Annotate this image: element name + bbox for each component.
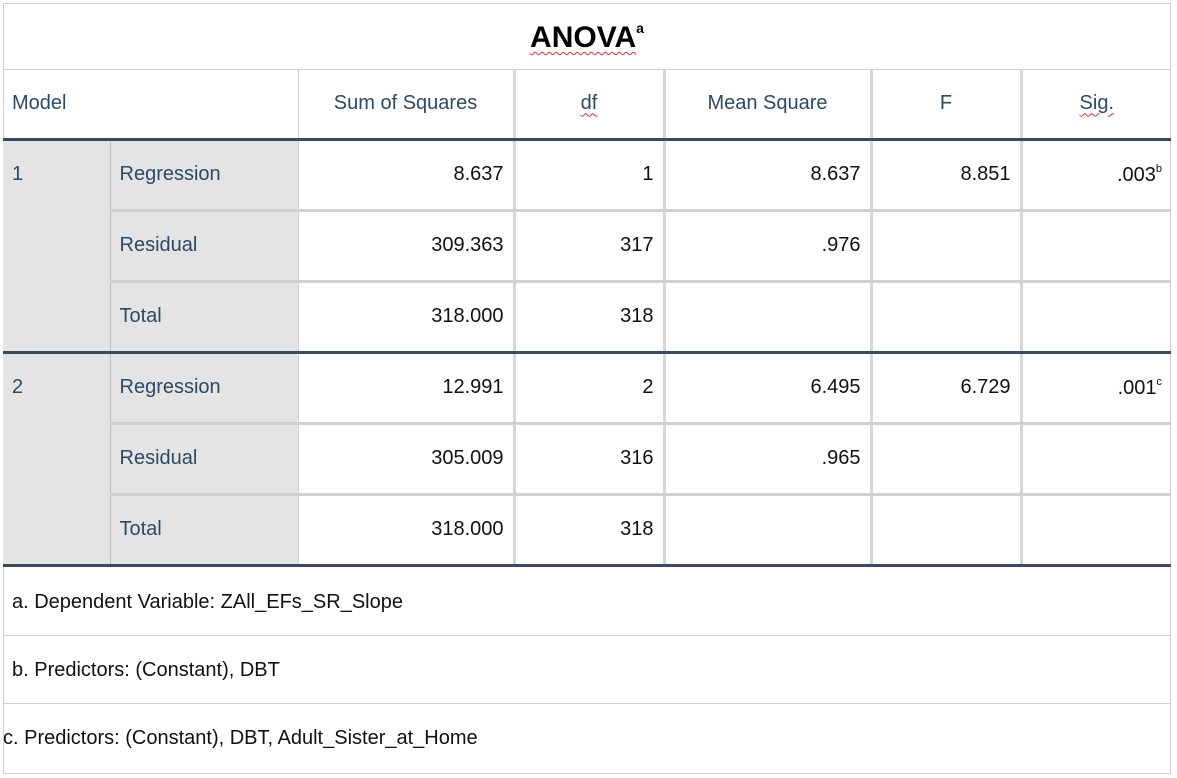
row-label: Total xyxy=(110,281,299,354)
cell-mean-square xyxy=(664,281,873,354)
cell-sum-of-squares: 12.991 xyxy=(298,352,516,425)
title-superscript: a xyxy=(636,20,644,36)
cell-sig xyxy=(1021,494,1172,567)
cell-df: 317 xyxy=(514,210,666,283)
header-f: F xyxy=(871,70,1023,141)
cell-mean-square: .965 xyxy=(664,423,873,496)
cell-f xyxy=(871,210,1023,283)
table-row: Residual 309.363 317 .976 xyxy=(3,210,1172,283)
cell-mean-square: 6.495 xyxy=(664,352,873,425)
cell-sum-of-squares: 8.637 xyxy=(298,139,516,212)
footnote-c: c. Predictors: (Constant), DBT, Adult_Si… xyxy=(3,727,478,749)
cell-f xyxy=(871,423,1023,496)
model-number: 2 xyxy=(3,352,111,567)
cell-sum-of-squares: 318.000 xyxy=(298,494,516,567)
cell-mean-square xyxy=(664,494,873,567)
cell-sig: .003b xyxy=(1021,139,1172,212)
cell-mean-square: .976 xyxy=(664,210,873,283)
cell-sum-of-squares: 305.009 xyxy=(298,423,516,496)
table-row: 2 Regression 12.991 2 6.495 6.729 .001c xyxy=(3,352,1172,567)
table-row: 1 Regression 8.637 1 8.637 8.851 .003b xyxy=(3,139,1172,354)
cell-df: 1 xyxy=(514,139,666,212)
cell-df: 318 xyxy=(514,494,666,567)
cell-sum-of-squares: 318.000 xyxy=(298,281,516,354)
footnote-a: a. Dependent Variable: ZAll_EFs_SR_Slope xyxy=(3,568,1171,636)
table-row: Residual 305.009 316 .965 xyxy=(3,423,1172,496)
cell-f: 6.729 xyxy=(871,352,1023,425)
cell-sig xyxy=(1021,281,1172,354)
cell-f xyxy=(871,281,1023,354)
table-row: Total 318.000 318 xyxy=(3,281,1172,354)
sig-value: .001 xyxy=(1117,376,1157,399)
sig-superscript: c xyxy=(1156,375,1163,388)
cell-sig: .001c xyxy=(1021,352,1172,425)
header-mean-square: Mean Square xyxy=(664,70,873,141)
cell-sig xyxy=(1021,210,1172,283)
header-row: Model Sum of Squares df Mean Square F Si… xyxy=(3,70,1172,141)
header-df-text: df xyxy=(580,92,598,115)
table-row: Total 318.000 318 xyxy=(3,494,1172,567)
cell-f: 8.851 xyxy=(871,139,1023,212)
cell-df: 2 xyxy=(514,352,666,425)
header-model: Model xyxy=(3,70,299,141)
footnote-b: b. Predictors: (Constant), DBT xyxy=(3,636,1171,704)
row-label: Regression xyxy=(110,139,299,212)
table-title: ANOVAa xyxy=(3,3,1171,70)
sig-value: .003 xyxy=(1116,163,1156,186)
title-text: ANOVA xyxy=(530,21,637,54)
header-df: df xyxy=(514,70,666,141)
header-sum-of-squares: Sum of Squares xyxy=(298,70,516,141)
sig-superscript: b xyxy=(1155,162,1163,175)
cell-mean-square: 8.637 xyxy=(664,139,873,212)
row-label: Residual xyxy=(110,210,299,283)
model-number: 1 xyxy=(3,139,111,354)
header-sig-text: Sig. xyxy=(1079,92,1114,115)
cell-sum-of-squares: 309.363 xyxy=(298,210,516,283)
cell-sig xyxy=(1021,423,1172,496)
row-label: Residual xyxy=(110,423,299,496)
header-sig: Sig. xyxy=(1021,70,1172,141)
cell-df: 318 xyxy=(514,281,666,354)
anova-table: Model Sum of Squares df Mean Square F Si… xyxy=(3,70,1172,567)
cell-f xyxy=(871,494,1023,567)
row-label: Total xyxy=(110,494,299,567)
row-label: Regression xyxy=(110,352,299,425)
cell-df: 316 xyxy=(514,423,666,496)
